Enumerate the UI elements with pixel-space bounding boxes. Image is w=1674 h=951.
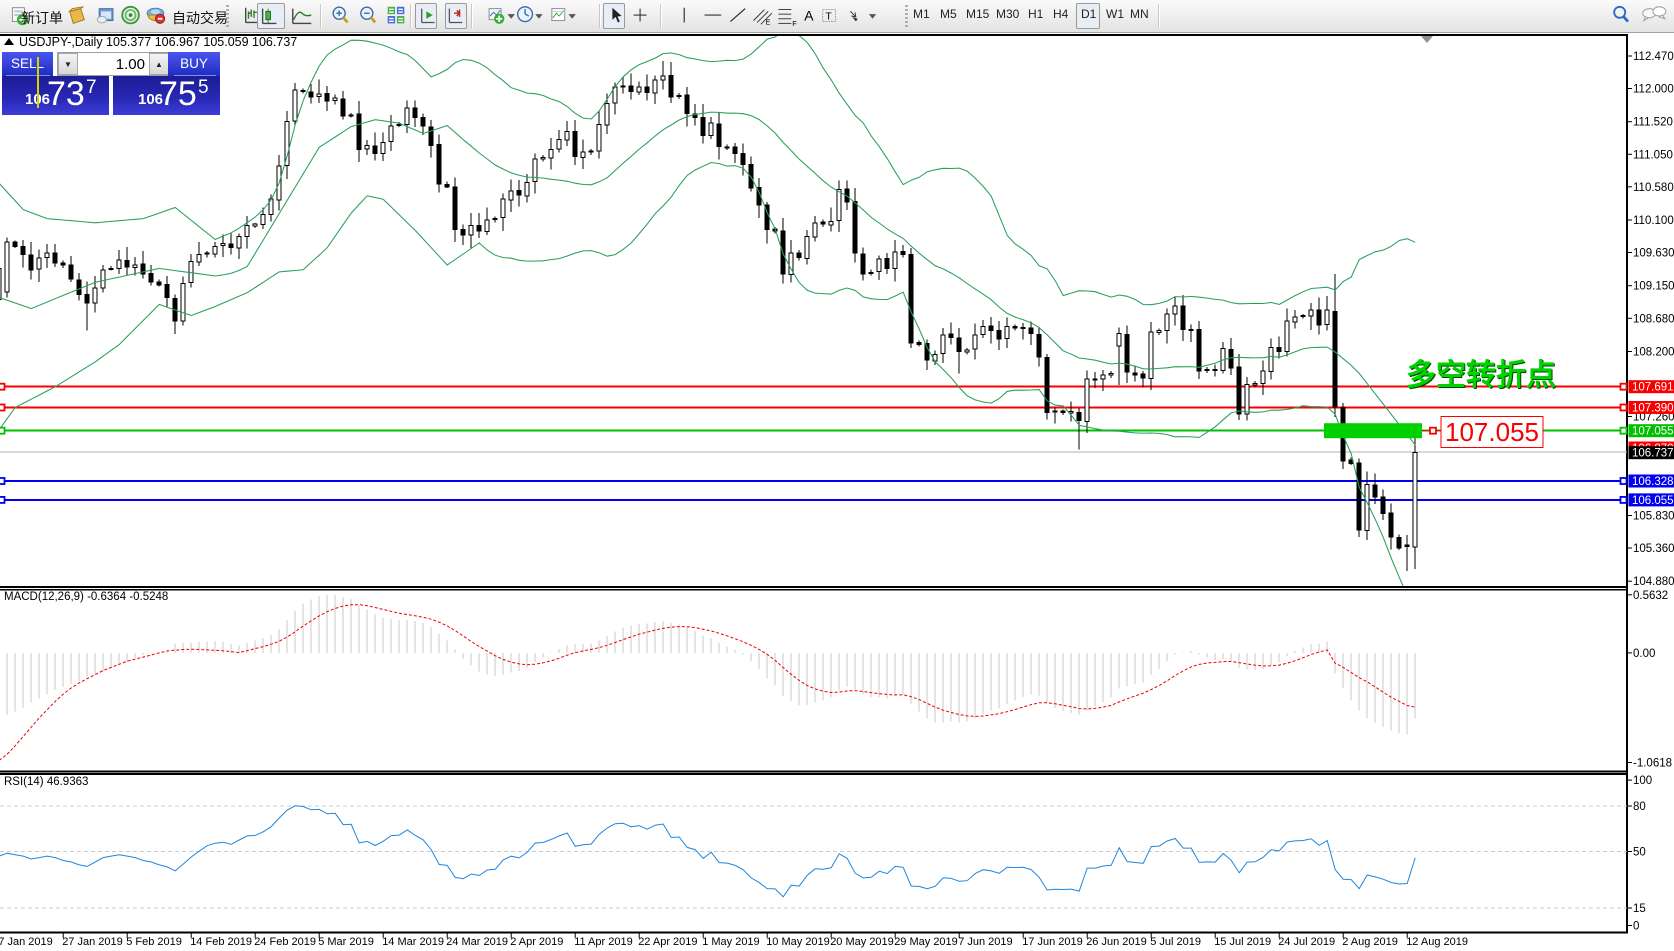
svg-text:多空转折点: 多空转折点 bbox=[1406, 359, 1556, 392]
svg-text:26 Jun 2019: 26 Jun 2019 bbox=[1086, 936, 1147, 948]
svg-text:100: 100 bbox=[1633, 775, 1652, 787]
svg-text:10 May 2019: 10 May 2019 bbox=[766, 936, 830, 948]
svg-text:104.880: 104.880 bbox=[1633, 576, 1674, 588]
svg-text:108.680: 108.680 bbox=[1633, 313, 1674, 325]
svg-text:107.390: 107.390 bbox=[1632, 403, 1674, 415]
svg-text:7 Jun 2019: 7 Jun 2019 bbox=[958, 936, 1012, 948]
svg-text:15 Jul 2019: 15 Jul 2019 bbox=[1214, 936, 1271, 948]
svg-text:11 Apr 2019: 11 Apr 2019 bbox=[574, 936, 633, 948]
svg-text:1 May 2019: 1 May 2019 bbox=[702, 936, 759, 948]
svg-text:50: 50 bbox=[1633, 847, 1646, 859]
svg-text:2 Apr 2019: 2 Apr 2019 bbox=[510, 936, 563, 948]
svg-text:-1.0618: -1.0618 bbox=[1633, 758, 1672, 770]
svg-text:109.150: 109.150 bbox=[1633, 281, 1674, 293]
svg-text:15: 15 bbox=[1633, 903, 1646, 915]
svg-text:112.000: 112.000 bbox=[1633, 84, 1674, 96]
svg-text:105.830: 105.830 bbox=[1633, 511, 1674, 523]
svg-text:5 Feb 2019: 5 Feb 2019 bbox=[126, 936, 182, 948]
svg-text:107.055: 107.055 bbox=[1632, 426, 1674, 438]
svg-text:0: 0 bbox=[1633, 921, 1639, 933]
svg-text:0.5632: 0.5632 bbox=[1633, 590, 1668, 602]
svg-text:24 Feb 2019: 24 Feb 2019 bbox=[254, 936, 316, 948]
svg-text:20 May 2019: 20 May 2019 bbox=[830, 936, 894, 948]
svg-text:0.00: 0.00 bbox=[1633, 648, 1655, 660]
svg-text:T: T bbox=[825, 12, 831, 23]
svg-text:E: E bbox=[765, 17, 770, 26]
svg-text:MACD(12,26,9) -0.6364 -0.5248: MACD(12,26,9) -0.6364 -0.5248 bbox=[4, 591, 168, 603]
svg-text:A: A bbox=[804, 8, 814, 24]
svg-text:22 Apr 2019: 22 Apr 2019 bbox=[638, 936, 697, 948]
svg-text:80: 80 bbox=[1633, 801, 1646, 813]
svg-text:24 Mar 2019: 24 Mar 2019 bbox=[446, 936, 508, 948]
svg-text:110.100: 110.100 bbox=[1633, 215, 1674, 227]
svg-text:106.055: 106.055 bbox=[1632, 495, 1674, 507]
svg-text:111.050: 111.050 bbox=[1633, 149, 1673, 161]
svg-text:106.737: 106.737 bbox=[1632, 448, 1674, 460]
svg-text:109.630: 109.630 bbox=[1633, 248, 1674, 260]
svg-text:5 Mar 2019: 5 Mar 2019 bbox=[318, 936, 374, 948]
svg-text:29 May 2019: 29 May 2019 bbox=[894, 936, 958, 948]
svg-text:27 Jan 2019: 27 Jan 2019 bbox=[62, 936, 123, 948]
svg-text:12 Aug 2019: 12 Aug 2019 bbox=[1406, 936, 1468, 948]
svg-text:17 Jan 2019: 17 Jan 2019 bbox=[0, 936, 53, 948]
svg-text:106.328: 106.328 bbox=[1632, 476, 1674, 488]
svg-text:17 Jun 2019: 17 Jun 2019 bbox=[1022, 936, 1083, 948]
svg-text:108.200: 108.200 bbox=[1633, 347, 1674, 359]
svg-text:110.580: 110.580 bbox=[1633, 182, 1674, 194]
svg-text:2 Aug 2019: 2 Aug 2019 bbox=[1342, 936, 1398, 948]
svg-text:5 Jul 2019: 5 Jul 2019 bbox=[1150, 936, 1201, 948]
svg-text:24 Jul 2019: 24 Jul 2019 bbox=[1278, 936, 1335, 948]
svg-text:107.691: 107.691 bbox=[1632, 382, 1674, 394]
svg-text:14 Feb 2019: 14 Feb 2019 bbox=[190, 936, 252, 948]
svg-text:112.470: 112.470 bbox=[1633, 51, 1674, 63]
svg-text:RSI(14) 46.9363: RSI(14) 46.9363 bbox=[4, 776, 88, 788]
svg-text:111.520: 111.520 bbox=[1633, 117, 1673, 129]
svg-text:F: F bbox=[792, 19, 797, 28]
svg-text:14 Mar 2019: 14 Mar 2019 bbox=[382, 936, 444, 948]
svg-text:107.055: 107.055 bbox=[1445, 417, 1539, 447]
svg-text:105.360: 105.360 bbox=[1633, 543, 1674, 555]
svg-text:USDJPY-,Daily 105.377 106.967: USDJPY-,Daily 105.377 106.967 105.059 10… bbox=[19, 35, 297, 49]
